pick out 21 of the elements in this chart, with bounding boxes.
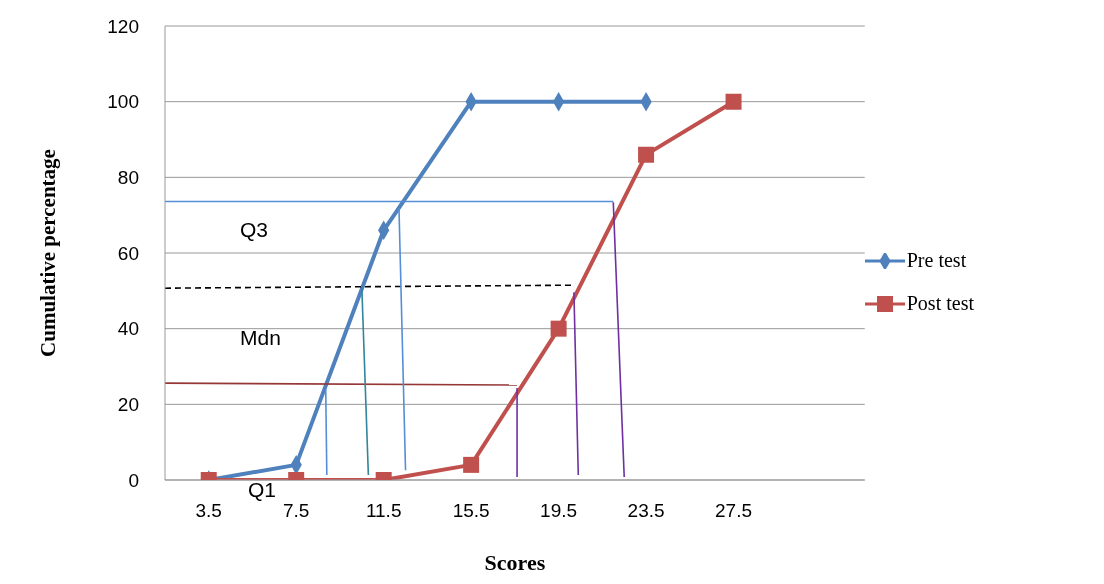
y-tick-label: 60 [117,242,139,264]
x-tick-label: 15.5 [452,500,490,522]
y-tick-label: 120 [107,15,139,37]
annotation: Q3 [240,218,269,242]
y-tick-label: 40 [117,318,139,340]
y-tick-label: 0 [128,469,139,491]
x-tick-label: 11.5 [365,500,402,522]
y-axis-title: Cumulative percentage [36,149,61,357]
legend-label: Pre test [906,249,967,272]
x-tick-label: 7.5 [282,500,310,522]
y-tick-label: 80 [117,167,139,189]
x-tick-label: 27.5 [715,500,753,522]
y-tick-label: 100 [107,91,139,113]
x-tick-label: 3.5 [195,500,222,522]
x-axis-title: Scores [484,550,546,575]
x-tick-label: 19.5 [540,500,578,522]
legend-label: Post test [906,292,974,315]
annotation: Q1 [248,478,277,502]
y-tick-label: 20 [117,394,139,416]
annotation: Mdn [240,326,281,350]
x-tick-label: 23.5 [627,500,665,522]
